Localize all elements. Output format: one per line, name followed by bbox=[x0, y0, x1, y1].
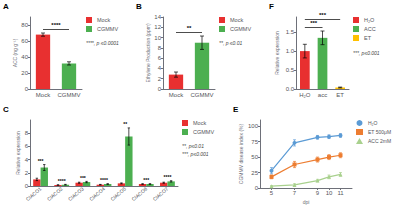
svg-text:CGMMV disease index (%): CGMMV disease index (%) bbox=[238, 124, 244, 185]
svg-text:H₂O: H₂O bbox=[364, 17, 375, 23]
svg-text:H₂O: H₂O bbox=[368, 120, 378, 126]
svg-text:0: 0 bbox=[255, 185, 259, 191]
svg-text:20: 20 bbox=[21, 70, 28, 76]
svg-text:**, p ≤0.01: **, p ≤0.01 bbox=[219, 40, 243, 46]
svg-text:dpi: dpi bbox=[303, 199, 310, 205]
svg-text:E: E bbox=[233, 105, 239, 114]
svg-text:10: 10 bbox=[154, 35, 161, 41]
svg-text:8: 8 bbox=[25, 130, 29, 136]
svg-text:Mock: Mock bbox=[36, 92, 51, 98]
svg-text:80: 80 bbox=[21, 22, 28, 28]
svg-text:ClACO1: ClACO1 bbox=[25, 186, 43, 203]
svg-text:10: 10 bbox=[326, 190, 333, 196]
svg-text:ClACO7: ClACO7 bbox=[151, 186, 169, 203]
svg-text:F: F bbox=[269, 2, 274, 11]
svg-text:11: 11 bbox=[337, 190, 344, 196]
svg-text:40: 40 bbox=[21, 54, 28, 60]
svg-text:75: 75 bbox=[251, 139, 258, 145]
svg-text:Relative expression: Relative expression bbox=[15, 131, 21, 175]
svg-text:****: **** bbox=[164, 174, 172, 180]
svg-text:***: *** bbox=[143, 177, 149, 183]
svg-text:***, p≤0.001: ***, p≤0.001 bbox=[182, 151, 209, 157]
svg-text:ClACO3: ClACO3 bbox=[67, 186, 85, 203]
svg-text:6: 6 bbox=[25, 143, 29, 149]
svg-text:ACC: ACC bbox=[364, 26, 376, 32]
svg-text:1.0: 1.0 bbox=[286, 48, 295, 54]
svg-text:CGMMV: CGMMV bbox=[58, 92, 81, 98]
svg-text:***, p≤0.001: ***, p≤0.001 bbox=[353, 50, 380, 56]
svg-text:ET 500μM: ET 500μM bbox=[368, 129, 391, 135]
svg-text:60: 60 bbox=[21, 38, 28, 44]
svg-text:***: *** bbox=[80, 175, 86, 181]
svg-text:***: *** bbox=[38, 158, 44, 164]
svg-text:**: ** bbox=[123, 121, 127, 127]
svg-text:2: 2 bbox=[158, 76, 162, 82]
svg-text:12: 12 bbox=[154, 24, 161, 30]
svg-text:8: 8 bbox=[158, 45, 162, 51]
svg-text:C: C bbox=[3, 105, 9, 114]
svg-text:50: 50 bbox=[251, 154, 258, 160]
svg-text:****: **** bbox=[100, 177, 108, 183]
svg-text:***: *** bbox=[319, 12, 327, 18]
svg-text:ACC 2mM: ACC 2mM bbox=[368, 138, 391, 144]
svg-text:CGMMV: CGMMV bbox=[230, 26, 251, 32]
svg-text:2: 2 bbox=[25, 170, 29, 176]
svg-text:***: *** bbox=[310, 20, 318, 26]
svg-text:Mock: Mock bbox=[97, 17, 110, 23]
svg-text:A: A bbox=[3, 2, 9, 11]
svg-text:4: 4 bbox=[158, 65, 162, 71]
svg-text:25: 25 bbox=[251, 170, 258, 176]
svg-text:Mock: Mock bbox=[193, 120, 206, 126]
svg-text:ET: ET bbox=[364, 35, 372, 41]
svg-text:ET: ET bbox=[336, 92, 344, 98]
svg-text:****: **** bbox=[58, 178, 66, 184]
svg-text:100: 100 bbox=[248, 123, 259, 129]
svg-text:****, p ≤0.0001: ****, p ≤0.0001 bbox=[86, 40, 119, 46]
svg-text:Mock: Mock bbox=[230, 17, 243, 23]
svg-text:4: 4 bbox=[25, 157, 29, 163]
svg-text:H₂O: H₂O bbox=[299, 92, 311, 98]
svg-text:****: **** bbox=[51, 22, 61, 28]
svg-text:0: 0 bbox=[25, 183, 29, 189]
svg-text:CGMMV: CGMMV bbox=[191, 92, 214, 98]
svg-text:Relative expression: Relative expression bbox=[274, 31, 280, 75]
svg-text:0.5: 0.5 bbox=[286, 67, 295, 73]
svg-text:0: 0 bbox=[25, 86, 29, 92]
svg-text:ACC (ng g⁻¹): ACC (ng g⁻¹) bbox=[12, 38, 18, 67]
svg-text:ClACO2: ClACO2 bbox=[46, 186, 64, 203]
svg-text:**: ** bbox=[187, 25, 192, 31]
svg-text:ClACO5: ClACO5 bbox=[109, 186, 127, 203]
svg-text:**, p≤0.01: **, p≤0.01 bbox=[182, 143, 204, 149]
svg-text:B: B bbox=[136, 2, 142, 11]
svg-text:9: 9 bbox=[316, 190, 320, 196]
svg-text:0.0: 0.0 bbox=[286, 86, 295, 92]
svg-text:7: 7 bbox=[293, 190, 297, 196]
svg-text:CGMMV: CGMMV bbox=[193, 129, 214, 135]
svg-text:ClACO4: ClACO4 bbox=[88, 186, 106, 203]
svg-text:6: 6 bbox=[158, 55, 162, 61]
svg-text:1.5: 1.5 bbox=[286, 29, 295, 35]
svg-text:ClACO6: ClACO6 bbox=[130, 186, 148, 203]
svg-text:Mock: Mock bbox=[169, 92, 184, 98]
svg-text:CGMMV: CGMMV bbox=[97, 26, 118, 32]
svg-text:0: 0 bbox=[158, 86, 162, 92]
svg-text:Ethylene Production (ppm): Ethylene Production (ppm) bbox=[145, 23, 151, 83]
svg-text:14: 14 bbox=[154, 14, 161, 20]
svg-text:acc: acc bbox=[318, 92, 327, 98]
svg-text:5: 5 bbox=[270, 190, 274, 196]
